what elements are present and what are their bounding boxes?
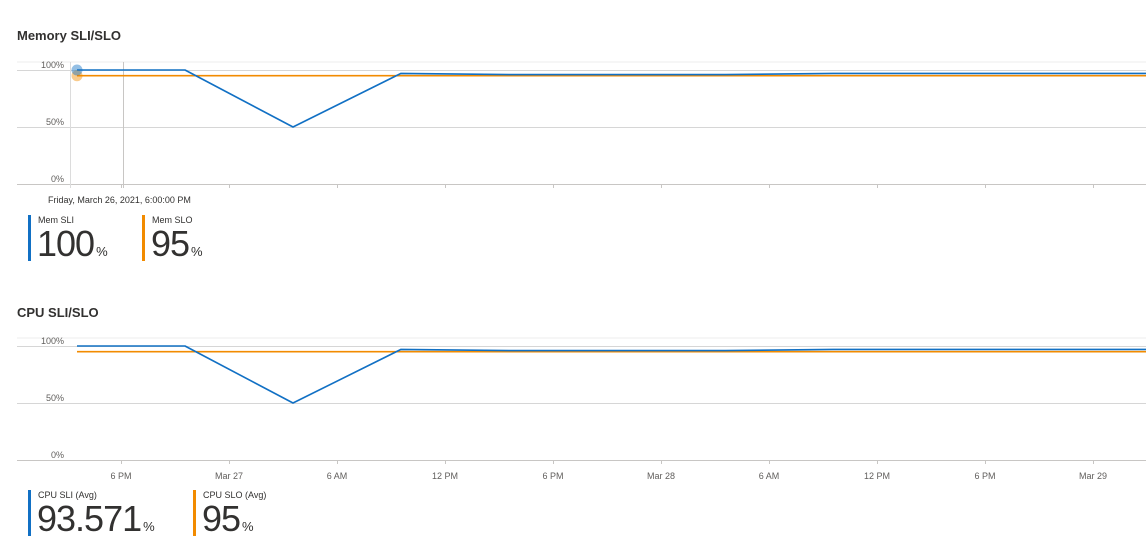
legend-unit: % <box>96 244 108 259</box>
legend-swatch-sli <box>28 490 31 536</box>
legend-value: 93.571% <box>37 501 155 545</box>
sli-series-line <box>77 345 1146 404</box>
legend-value: 100% <box>37 226 108 270</box>
chart-title: Memory SLI/SLO <box>17 28 122 43</box>
legend-number: 100 <box>37 223 95 264</box>
x-tick-label: 12 PM <box>432 471 458 481</box>
legend-swatch-slo <box>193 490 196 536</box>
legend-unit: % <box>191 244 203 259</box>
legend-label: Mem SLO <box>152 215 193 225</box>
sli-series-line <box>77 69 1146 128</box>
legend-label: CPU SLI (Avg) <box>38 490 97 500</box>
y-tick-label: 0% <box>51 450 64 460</box>
legend-number: 93.571 <box>37 498 142 539</box>
legend-unit: % <box>143 519 155 534</box>
y-tick-label: 100% <box>41 60 64 70</box>
x-tick-label: Mar 28 <box>647 471 675 481</box>
x-tick-label: 6 AM <box>327 471 348 481</box>
legend-number: 95 <box>202 498 241 539</box>
legend-swatch-sli <box>28 215 31 261</box>
hover-time-label: Friday, March 26, 2021, 6:00:00 PM <box>48 195 191 205</box>
legend-unit: % <box>242 519 254 534</box>
slo-hover-marker <box>71 70 83 82</box>
x-tick-label: 6 PM <box>110 471 131 481</box>
y-tick-label: 0% <box>51 174 64 184</box>
x-tick-label: 6 PM <box>974 471 995 481</box>
memory-chart-panel: Memory SLI/SLO 100% 50% 0% Friday, March 26… <box>0 0 1146 276</box>
chart-title: CPU SLI/SLO <box>17 305 99 320</box>
legend-value: 95% <box>151 226 203 270</box>
memory-line-chart[interactable]: 100% 50% 0% Friday, March 26, 2021, 6:00:00… <box>0 0 1146 214</box>
cpu-line-chart[interactable]: 100% 50% 0% 6 PM Mar 27 6 AM 12 PM 6 PM Mar 28 6 … <box>0 276 1146 488</box>
legend-number: 95 <box>151 223 190 264</box>
x-tick-label: 6 PM <box>542 471 563 481</box>
y-tick-label: 50% <box>46 117 64 127</box>
x-tick-label: Mar 27 <box>215 471 243 481</box>
legend-swatch-slo <box>142 215 145 261</box>
y-tick-label: 50% <box>46 393 64 403</box>
legend-label: Mem SLI <box>38 215 75 225</box>
y-tick-label: 100% <box>41 336 64 346</box>
legend-value: 95% <box>202 501 254 545</box>
x-tick-label: 6 AM <box>759 471 780 481</box>
sli-hover-marker <box>71 64 83 76</box>
cpu-chart-panel: CPU SLI/SLO 100% 50% 0% 6 PM Mar 27 6 AM 12 PM… <box>0 276 1146 556</box>
legend-label: CPU SLO (Avg) <box>203 490 267 500</box>
x-tick-label: Mar 29 <box>1079 471 1107 481</box>
x-tick-label: 12 PM <box>864 471 890 481</box>
